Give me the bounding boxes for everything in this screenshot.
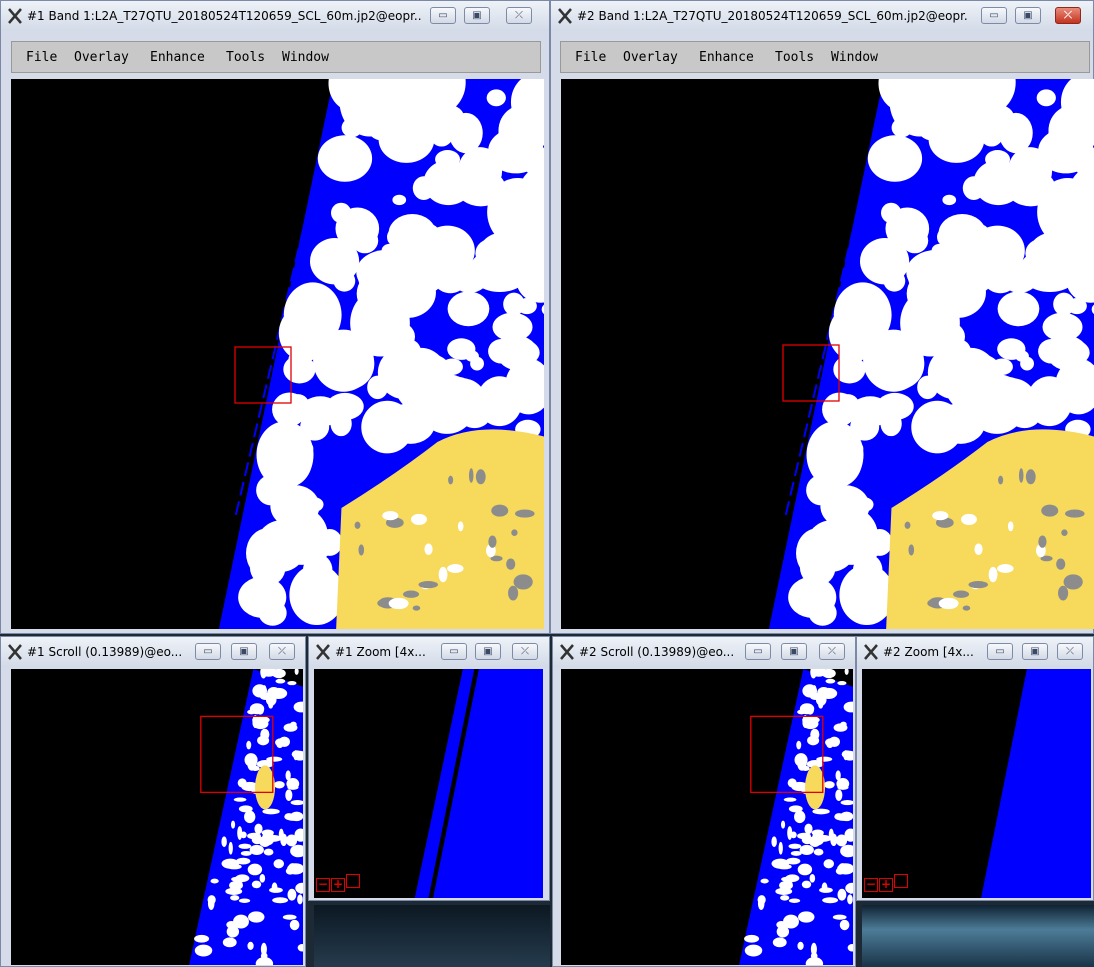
zoom2-window: #2 Zoom [4x... ▭ ▣ ⤫ − +: [856, 636, 1094, 901]
close-icon: ⤫: [828, 646, 836, 657]
close-button[interactable]: ⤫: [1057, 643, 1083, 660]
menu-tools[interactable]: Tools: [775, 50, 815, 65]
close-button[interactable]: ⤫: [506, 7, 532, 24]
band1-window: #1 Band 1:L2A_T27QTU_20180524T120659_SCL…: [0, 0, 550, 634]
menu-enhance[interactable]: Enhance: [150, 50, 205, 65]
scroll2-window: #2 Scroll (0.13989)@eo... ▭ ▣ ⤫: [552, 636, 856, 967]
zoom-out-button[interactable]: −: [316, 877, 330, 892]
scroll-view[interactable]: [561, 669, 853, 965]
menu-overlay[interactable]: Overlay: [74, 50, 129, 65]
classification-image: [11, 79, 544, 629]
close-icon: ⤫: [1064, 10, 1072, 21]
maximize-button[interactable]: ▣: [464, 7, 490, 24]
x-logo-icon: [558, 8, 572, 24]
maximize-icon: ▣: [472, 10, 482, 21]
desktop-background: [862, 905, 1094, 967]
maximize-button[interactable]: ▣: [1022, 643, 1048, 660]
x-logo-icon: [864, 644, 878, 660]
maximize-icon: ▣: [239, 646, 249, 657]
zoom-controls: − +: [316, 873, 361, 892]
minimize-icon: ▭: [203, 646, 213, 657]
minimize-button[interactable]: ▭: [441, 643, 467, 660]
window-title: #2 Band 1:L2A_T27QTU_20180524T120659_SCL…: [577, 9, 967, 23]
title-bar[interactable]: #1 Band 1:L2A_T27QTU_20180524T120659_SCL…: [1, 1, 549, 31]
menu-window[interactable]: Window: [831, 50, 878, 65]
maximize-icon: ▣: [789, 646, 799, 657]
close-button[interactable]: ⤫: [1055, 7, 1081, 24]
x-logo-icon: [8, 8, 22, 24]
zoom-reset-button[interactable]: [894, 874, 908, 888]
menu-bar: File Overlay Enhance Tools Window: [560, 41, 1090, 73]
menu-overlay[interactable]: Overlay: [623, 50, 678, 65]
menu-bar: File Overlay Enhance Tools Window: [11, 41, 541, 73]
x-logo-icon: [560, 644, 574, 660]
maximize-icon: ▣: [1030, 646, 1040, 657]
window-title: #2 Scroll (0.13989)@eo...: [579, 645, 735, 659]
minimize-button[interactable]: ▭: [981, 7, 1007, 24]
close-button[interactable]: ⤫: [512, 643, 538, 660]
menu-enhance[interactable]: Enhance: [699, 50, 754, 65]
menu-tools[interactable]: Tools: [226, 50, 266, 65]
minimize-icon: ▭: [995, 646, 1005, 657]
window-title: #1 Scroll (0.13989)@eo...: [27, 645, 183, 659]
title-bar[interactable]: #2 Scroll (0.13989)@eo... ▭ ▣ ⤫: [553, 637, 855, 667]
maximize-button[interactable]: ▣: [1015, 7, 1041, 24]
overview-image: [561, 669, 853, 965]
image-view[interactable]: [11, 79, 544, 629]
minimize-icon: ▭: [449, 646, 459, 657]
close-icon: ⤫: [515, 10, 523, 21]
zoom-controls: − +: [864, 873, 909, 892]
window-title: #2 Zoom [4x...: [883, 645, 974, 659]
zoom-reset-button[interactable]: [346, 874, 360, 888]
zoom-in-button[interactable]: +: [879, 877, 893, 892]
window-title: #1 Zoom [4x...: [335, 645, 426, 659]
desktop-background: [314, 905, 550, 967]
band2-window: #2 Band 1:L2A_T27QTU_20180524T120659_SCL…: [550, 0, 1094, 634]
zoom-view[interactable]: − +: [314, 669, 543, 898]
menu-file[interactable]: File: [26, 50, 58, 65]
maximize-button[interactable]: ▣: [781, 643, 807, 660]
close-icon: ⤫: [521, 646, 529, 657]
zoom-image: [314, 669, 543, 898]
scroll-view[interactable]: [11, 669, 303, 965]
scroll1-window: #1 Scroll (0.13989)@eo... ▭ ▣ ⤫: [0, 636, 306, 967]
minimize-icon: ▭: [989, 10, 999, 21]
minimize-button[interactable]: ▭: [987, 643, 1013, 660]
maximize-icon: ▣: [483, 646, 493, 657]
title-bar[interactable]: #2 Band 1:L2A_T27QTU_20180524T120659_SCL…: [551, 1, 1093, 31]
maximize-icon: ▣: [1023, 10, 1033, 21]
window-title: #1 Band 1:L2A_T27QTU_20180524T120659_SCL…: [27, 9, 422, 23]
maximize-button[interactable]: ▣: [475, 643, 501, 660]
minimize-button[interactable]: ▭: [745, 643, 771, 660]
menu-window[interactable]: Window: [282, 50, 329, 65]
classification-image: [561, 79, 1094, 629]
x-logo-icon: [316, 644, 330, 660]
image-view[interactable]: [561, 79, 1094, 629]
title-bar[interactable]: #1 Scroll (0.13989)@eo... ▭ ▣ ⤫: [1, 637, 305, 667]
title-bar[interactable]: #2 Zoom [4x... ▭ ▣ ⤫: [857, 637, 1093, 667]
minimize-button[interactable]: ▭: [195, 643, 221, 660]
zoom1-window: #1 Zoom [4x... ▭ ▣ ⤫ − +: [308, 636, 550, 901]
maximize-button[interactable]: ▣: [231, 643, 257, 660]
zoom-view[interactable]: − +: [862, 669, 1091, 898]
zoom-in-button[interactable]: +: [331, 877, 345, 892]
close-icon: ⤫: [1066, 646, 1074, 657]
menu-file[interactable]: File: [575, 50, 607, 65]
x-logo-icon: [8, 644, 22, 660]
zoom-out-button[interactable]: −: [864, 877, 878, 892]
minimize-icon: ▭: [753, 646, 763, 657]
close-button[interactable]: ⤫: [819, 643, 845, 660]
minimize-icon: ▭: [438, 10, 448, 21]
overview-image: [11, 669, 303, 965]
title-bar[interactable]: #1 Zoom [4x... ▭ ▣ ⤫: [309, 637, 549, 667]
minimize-button[interactable]: ▭: [430, 7, 456, 24]
close-icon: ⤫: [278, 646, 286, 657]
zoom-image: [862, 669, 1091, 898]
close-button[interactable]: ⤫: [269, 643, 295, 660]
